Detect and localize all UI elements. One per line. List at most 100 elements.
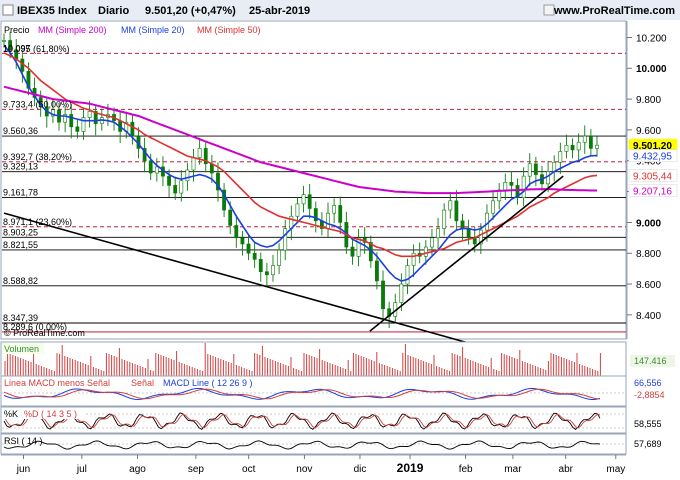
- last-price-label: 9.501,20 (+0,47%): [145, 5, 236, 17]
- price-bar-body: [478, 229, 483, 245]
- price-tick-label: 8.400: [636, 311, 661, 322]
- price-bar-body: [2, 40, 6, 42]
- price-bar-body: [503, 182, 508, 191]
- watermark: © ProRealTime.com: [4, 328, 85, 338]
- price-bar-body: [399, 283, 404, 303]
- price-bar-body: [436, 228, 440, 239]
- price-bar-body: [271, 265, 275, 276]
- price-bar-body: [326, 212, 330, 229]
- rsi-panel: [0, 433, 627, 455]
- level-label: 8.971,1 (23,60%): [3, 217, 72, 227]
- price-bar-body: [63, 114, 68, 123]
- price-bar-body: [222, 189, 226, 211]
- minimize-icon[interactable]: [543, 4, 555, 16]
- volume-badge: [630, 355, 675, 367]
- macd-last-1: 66,556: [634, 378, 662, 388]
- price-bar-body: [576, 141, 581, 151]
- macd-lines: [2, 387, 626, 401]
- ma-line-mm-simple-50-: [3, 52, 598, 258]
- price-bar-body: [295, 203, 300, 217]
- stoch-legend-d: %D ( 14 3 5 ): [24, 409, 77, 419]
- window-icon[interactable]: [2, 4, 14, 16]
- price-badge: [628, 149, 678, 162]
- legend-sma20: MM (Simple 20): [121, 25, 185, 35]
- level-label: 9.560,36: [3, 126, 38, 136]
- stoch-lines: [2, 412, 626, 430]
- time-tick-label: ago: [129, 464, 146, 475]
- period-label: Diario: [98, 5, 129, 17]
- price-bar-body: [277, 249, 282, 266]
- price-tick-label: 9.600: [636, 126, 661, 137]
- price-bar-body: [595, 144, 599, 149]
- price-tick-label: 10.000: [636, 64, 667, 75]
- macd-legend-signal: Señal: [131, 378, 154, 388]
- price-bar-body: [515, 185, 520, 199]
- price-bar-body: [350, 246, 355, 257]
- price-tick-label: 10.200: [636, 33, 667, 44]
- ma-line-mm-simple-200-: [3, 85, 597, 195]
- macd-signal-line: [3, 388, 601, 400]
- level-label: 8.588,82: [3, 276, 38, 286]
- price-bar-body: [191, 157, 196, 171]
- price-bar-body: [167, 175, 171, 186]
- price-bar-body: [301, 194, 306, 205]
- price-bar-body: [375, 260, 379, 282]
- time-tick-label: nov: [296, 464, 312, 475]
- price-bar-body: [148, 160, 153, 174]
- stoch-legend-k: %K: [4, 409, 18, 419]
- rsi-badge: [630, 438, 675, 449]
- price-bar-body: [460, 220, 465, 229]
- legend-price: Precio: [4, 25, 30, 35]
- macd-label-box: [2, 377, 222, 388]
- price-bar-body: [313, 208, 318, 222]
- price-bar-body: [228, 209, 233, 226]
- legend-sma50: MM (Simple 50): [197, 25, 261, 35]
- rsi-last: 57,689: [634, 439, 662, 449]
- price-bar-body: [356, 237, 361, 257]
- price-tick-label: 9.400: [636, 157, 661, 168]
- time-tick-label: feb: [459, 464, 473, 475]
- price-bar-body: [179, 180, 184, 194]
- time-tick-label: sep: [188, 464, 205, 475]
- price-bar-body: [26, 71, 31, 89]
- site-label: www.ProRealTime.com: [553, 5, 675, 17]
- level-label: 9.733,4 (50,00%): [3, 99, 72, 109]
- price-panel: [0, 20, 627, 340]
- price-bar-body: [423, 246, 428, 257]
- trend-lines: [3, 175, 564, 345]
- price-badge-label: 9.207,16: [633, 186, 672, 197]
- price-badge-label: 9.501,20: [633, 141, 672, 152]
- price-bar-body: [442, 209, 447, 229]
- price-bar-body: [154, 166, 159, 174]
- price-tick-label: 9.000: [636, 218, 661, 229]
- price-tick-label: 8.800: [636, 249, 661, 260]
- time-tick-label: mar: [504, 464, 522, 475]
- macd-legend-line: MACD Line ( 12 26 9 ): [163, 378, 253, 388]
- price-badges: 9.501,209.432,95 9.305,44 9.207,16: [628, 138, 678, 197]
- stoch-label-box: [2, 408, 86, 419]
- level-label: 8.821,55: [3, 240, 38, 250]
- price-bar-body: [405, 265, 410, 285]
- stoch-last: 58,555: [634, 419, 662, 429]
- legend-sma200: MM (Simple 200): [38, 25, 107, 35]
- price-bar-body: [173, 185, 178, 194]
- price-tick-label: 8.600: [636, 280, 661, 291]
- price-bar-body: [466, 228, 471, 239]
- price-bar-body: [454, 200, 459, 222]
- stoch-d-line: [3, 413, 601, 429]
- price-bar-body: [246, 243, 251, 254]
- price-bar-body: [130, 121, 135, 137]
- time-tick-label: jun: [16, 464, 30, 475]
- volume-label-box: [2, 343, 44, 354]
- price-bar-body: [240, 237, 245, 245]
- price-bar-body: [491, 200, 495, 214]
- macd-legend-hist: Linea MACD menos Señal: [4, 378, 110, 388]
- price-bar-body: [509, 182, 514, 186]
- rsi-line: [2, 440, 626, 450]
- price-bar-body: [558, 151, 563, 163]
- time-tick-label: may: [606, 464, 625, 475]
- macd-badge-2: [630, 389, 675, 400]
- price-bar-body: [533, 163, 538, 175]
- time-tick-label: oct: [242, 464, 256, 475]
